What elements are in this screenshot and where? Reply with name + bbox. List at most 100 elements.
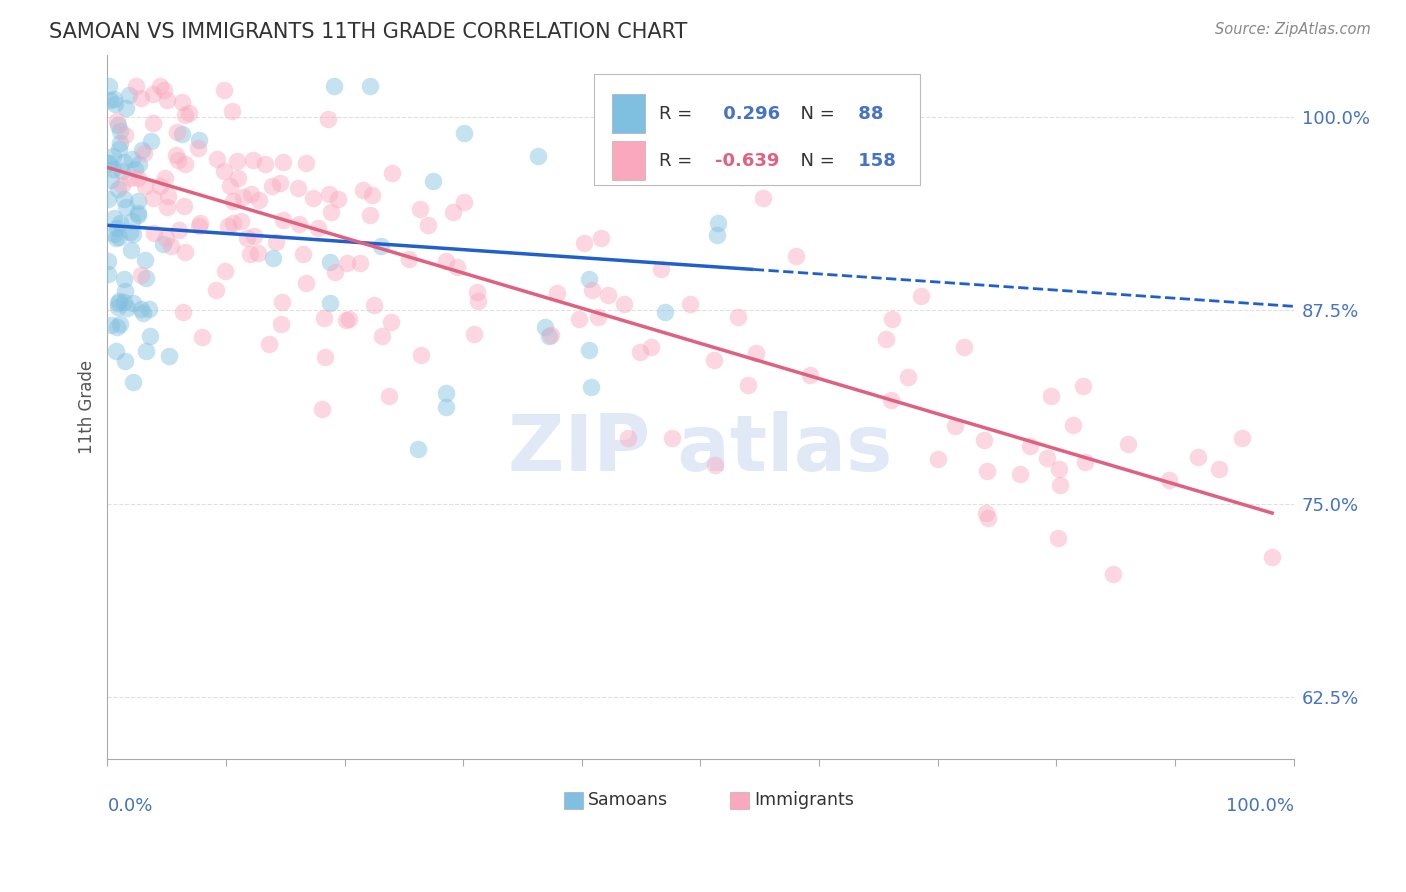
Point [108,229,131,244]
Point [115,200,138,214]
Point [318,112,340,126]
Text: 0.0%: 0.0% [107,797,153,815]
Point [785,249,807,263]
Text: 158: 158 [852,152,896,169]
Point [122,227,145,241]
Point [270,295,292,310]
Point [188,216,211,230]
Point [328,192,350,206]
Point [434,254,457,268]
Point [118,225,141,239]
Point [247,193,270,207]
Point [187,141,209,155]
Point [973,434,995,448]
Point [107,295,129,310]
Point [118,87,141,102]
Point [945,419,967,434]
Point [1261,549,1284,564]
Point [173,108,195,122]
Point [105,221,128,235]
Point [239,186,262,201]
Text: N =: N = [789,104,841,122]
Point [745,346,768,360]
Point [1116,437,1139,451]
Point [381,166,404,180]
Point [115,101,138,115]
Point [880,392,903,407]
Point [337,312,360,326]
Text: ZIP atlas: ZIP atlas [509,411,893,487]
Point [108,142,131,156]
Point [613,297,636,311]
Point [236,231,259,245]
Point [270,317,292,331]
Point [100,318,122,332]
Point [1049,478,1071,492]
Point [205,152,228,166]
Point [616,431,638,445]
Point [114,284,136,298]
Point [107,182,129,196]
Point [1039,389,1062,403]
Point [225,154,247,169]
Point [703,352,725,367]
Point [271,155,294,169]
Point [142,227,165,241]
Point [105,114,128,128]
Point [311,401,333,416]
Point [165,148,187,162]
Point [323,265,346,279]
Point [1230,431,1253,445]
Text: R =: R = [659,152,697,169]
Point [121,152,143,166]
Point [177,106,200,120]
Point [97,156,120,170]
Point [640,340,662,354]
Point [129,301,152,316]
Text: N =: N = [789,152,841,169]
Point [976,464,998,478]
Point [135,271,157,285]
Point [139,134,162,148]
Point [108,293,131,308]
Point [187,219,209,233]
Point [302,191,325,205]
Point [170,128,193,142]
Point [112,295,135,310]
Point [131,143,153,157]
Point [97,192,120,206]
Point [131,91,153,105]
Point [409,202,432,216]
Point [98,93,121,107]
Point [169,223,191,237]
Point [221,194,243,208]
Point [572,235,595,250]
Point [205,283,228,297]
Point [132,146,155,161]
Point [110,136,132,150]
Point [335,313,357,327]
Point [706,217,728,231]
Point [751,191,773,205]
Point [312,310,335,325]
Point [352,183,374,197]
Point [568,311,591,326]
Point [422,173,444,187]
Point [927,452,949,467]
Point [104,96,127,111]
Point [112,192,135,206]
Point [152,237,174,252]
Point [139,329,162,343]
Point [737,378,759,392]
Point [214,264,236,278]
Point [212,164,235,178]
Point [103,149,125,163]
Point [160,239,183,253]
Point [142,191,165,205]
Point [107,118,129,132]
Point [103,92,125,106]
Point [173,199,195,213]
Point [120,243,142,257]
Point [453,194,475,209]
Point [264,235,287,249]
